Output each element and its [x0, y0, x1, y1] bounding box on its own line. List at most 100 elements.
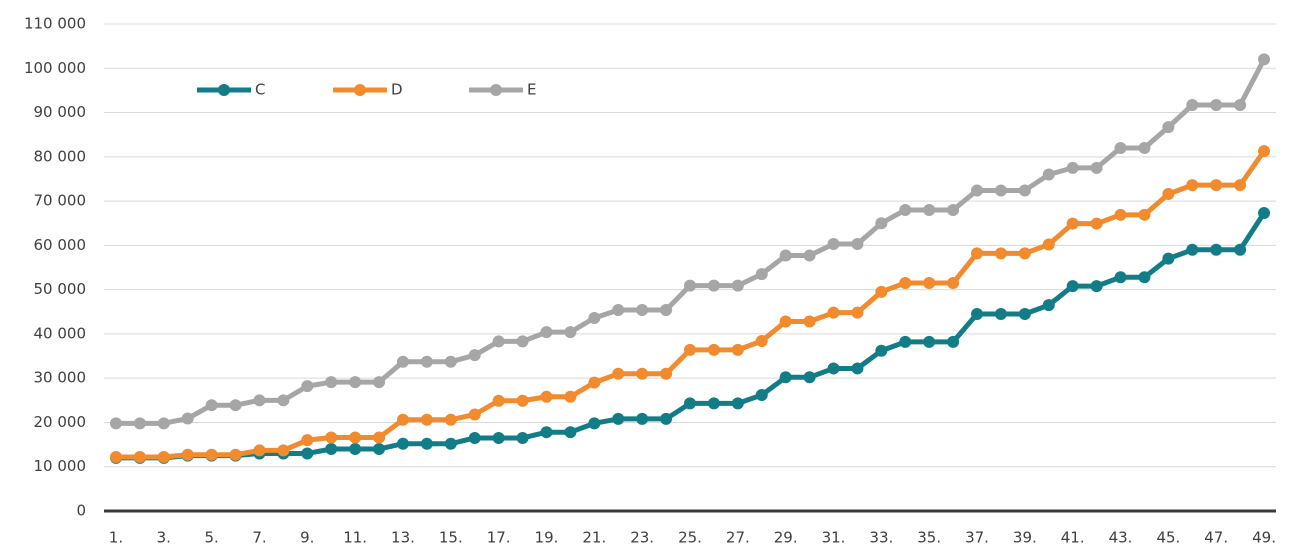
data-point: [109, 417, 122, 430]
data-point: [1042, 299, 1055, 312]
data-point: [1114, 208, 1127, 221]
series-line: [115, 149, 1267, 460]
data-point: [396, 413, 409, 426]
data-point: [1162, 188, 1175, 201]
data-point: [994, 247, 1007, 260]
data-point: [684, 343, 696, 356]
data-point: [1114, 271, 1127, 284]
data-point: [827, 306, 840, 319]
data-point: [540, 326, 553, 339]
data-point: [1066, 280, 1079, 293]
data-point: [157, 450, 170, 463]
legend-label: D: [391, 81, 403, 99]
data-point: [468, 431, 481, 444]
data-point: [994, 184, 1007, 197]
data-point: [1066, 217, 1079, 230]
x-tick-label: 15.: [439, 529, 463, 547]
data-point: [253, 444, 266, 457]
data-point: [325, 376, 338, 389]
data-point: [301, 434, 314, 447]
data-point: [492, 335, 505, 348]
data-point: [540, 426, 553, 439]
data-point: [1018, 307, 1031, 320]
data-point: [253, 394, 266, 407]
data-point: [947, 335, 960, 348]
x-tick-label: 45.: [1156, 529, 1180, 547]
data-point: [1018, 247, 1031, 260]
x-tick-label: 27.: [726, 529, 750, 547]
series-line: [115, 58, 1267, 426]
data-point: [684, 397, 696, 410]
data-point: [899, 203, 912, 216]
data-point: [1138, 271, 1151, 284]
y-tick-label: 90 000: [34, 103, 87, 121]
data-point: [1234, 243, 1247, 256]
y-tick-label: 10 000: [34, 457, 87, 475]
x-tick-label: 31.: [822, 529, 846, 547]
data-point: [971, 307, 984, 320]
data-point: [971, 247, 984, 260]
data-point: [444, 413, 457, 426]
data-point: [516, 335, 529, 348]
y-tick-label: 40 000: [34, 324, 87, 342]
y-tick-label: 110 000: [24, 15, 86, 33]
data-point: [540, 390, 553, 403]
data-point: [301, 380, 314, 393]
data-point: [1162, 252, 1175, 265]
data-point: [947, 203, 960, 216]
data-point: [612, 304, 625, 317]
data-point: [564, 426, 577, 439]
data-point: [803, 315, 816, 328]
data-point: [731, 343, 744, 356]
data-point: [420, 413, 433, 426]
data-point: [277, 394, 290, 407]
data-point: [899, 335, 912, 348]
x-tick-label: 47.: [1204, 529, 1228, 547]
x-tick-label: 41.: [1061, 529, 1085, 547]
x-tick-label: 49.: [1252, 529, 1276, 547]
data-point: [1186, 99, 1199, 112]
data-point: [1258, 207, 1271, 220]
data-point: [1234, 99, 1247, 112]
data-point: [1090, 161, 1103, 174]
data-point: [755, 334, 768, 347]
data-point: [277, 444, 290, 457]
data-point: [564, 326, 577, 339]
data-point: [731, 279, 744, 292]
data-point: [875, 217, 888, 230]
data-point: [899, 276, 912, 289]
data-point: [205, 448, 218, 461]
data-point: [492, 394, 505, 407]
x-tick-label: 9.: [300, 529, 314, 547]
data-point: [851, 238, 864, 251]
data-point: [373, 431, 386, 444]
data-point: [636, 304, 649, 317]
data-point: [755, 389, 768, 402]
data-point: [396, 355, 409, 368]
data-point: [588, 376, 601, 389]
data-point: [994, 307, 1007, 320]
data-point: [612, 367, 625, 380]
data-point: [1090, 280, 1103, 293]
data-point: [851, 306, 864, 319]
x-tick-label: 1.: [109, 529, 123, 547]
data-point: [1042, 168, 1055, 181]
y-tick-label: 20 000: [34, 413, 87, 431]
data-point: [923, 276, 936, 289]
data-point: [612, 412, 625, 425]
legend-marker: [490, 84, 502, 96]
x-tick-label: 29.: [774, 529, 798, 547]
x-tick-label: 13.: [391, 529, 415, 547]
data-point: [157, 417, 170, 430]
data-point: [492, 431, 505, 444]
data-point: [420, 437, 433, 450]
y-tick-label: 60 000: [34, 236, 87, 254]
data-point: [1210, 99, 1223, 112]
data-point: [1186, 179, 1199, 192]
x-tick-label: 23.: [630, 529, 654, 547]
x-tick-label: 3.: [157, 529, 171, 547]
legend-marker: [218, 84, 230, 96]
x-tick-label: 25.: [678, 529, 702, 547]
data-point: [205, 399, 218, 412]
